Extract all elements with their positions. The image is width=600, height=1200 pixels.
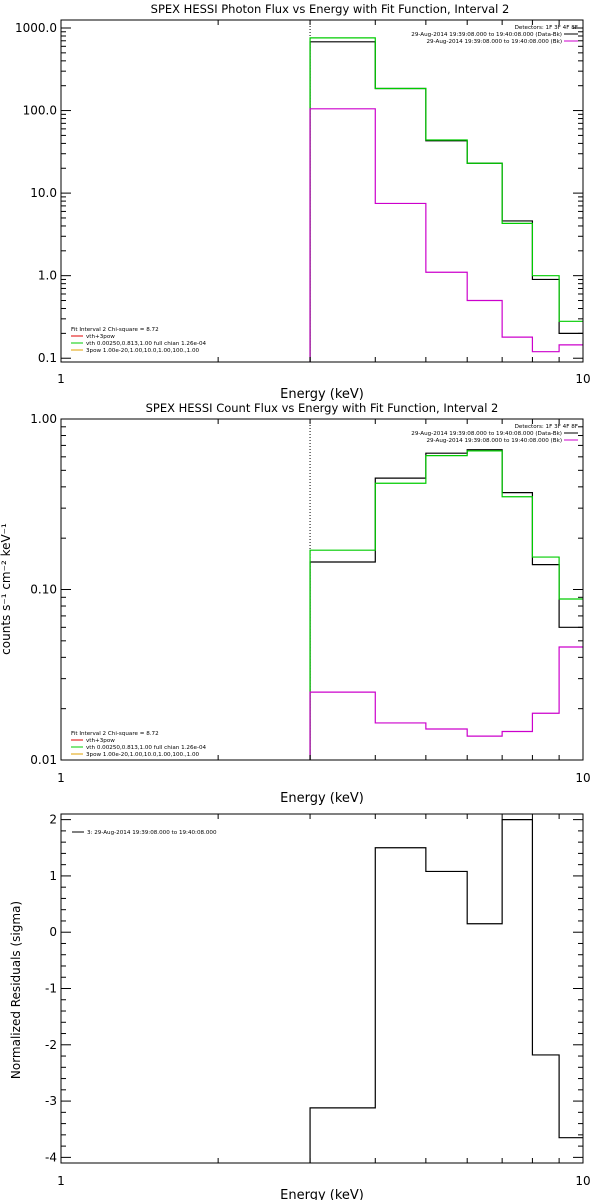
panel2-series-green bbox=[309, 450, 583, 760]
panel3-legend: 3: 29-Aug-2014 19:39:08.000 to 19:40:08.… bbox=[72, 830, 217, 836]
panel3-frame bbox=[60, 813, 584, 1164]
panel3-ytick-label: 0 bbox=[49, 925, 57, 939]
panel3-xlabel: Energy (keV) bbox=[280, 1188, 364, 1200]
panel2-ticks: 0.01 0.10 1.00 bbox=[30, 412, 584, 767]
panel1-xlabel: Energy (keV) bbox=[280, 387, 364, 402]
panel1-xtick-1: 1 bbox=[57, 372, 65, 386]
panel2-ytick-label: 0.10 bbox=[30, 583, 57, 597]
panel2-series-magenta bbox=[309, 646, 583, 760]
panel3-xtick-1: 1 bbox=[57, 1174, 65, 1188]
panel2-legend-right: Detectors: 1F 3F 4F 8F 29-Aug-2014 19:39… bbox=[411, 424, 578, 444]
panel3-series-black bbox=[309, 819, 583, 1163]
panel1-ticks: 0.1 1.0 10.0 100.0 1000.0 bbox=[15, 20, 584, 365]
panel2-title: SPEX HESSI Count Flux vs Energy with Fit… bbox=[146, 401, 499, 415]
panel1-frame bbox=[60, 19, 584, 363]
panel2-data-layer bbox=[309, 419, 583, 760]
panel2-fit-item-2: vth 0.00250,0.813,1.00 full chian 1.26e-… bbox=[86, 745, 207, 751]
panel2-fit-item-1: vth+3pow bbox=[86, 738, 115, 744]
panel2-ytick-label: 0.01 bbox=[30, 753, 57, 767]
residuals-panel: -4 -3 -2 -1 0 1 2 1 10 Energy (keV) Normalized… bbox=[9, 813, 591, 1200]
panel3-ylabel: Normalized Residuals (sigma) bbox=[9, 901, 23, 1079]
panel2-xlabel: Energy (keV) bbox=[280, 791, 364, 806]
panel2-xtick-1: 1 bbox=[57, 771, 65, 785]
panel2-legend-left: Fit Interval 2 Chi-square = 8.72 vth+3po… bbox=[71, 731, 207, 758]
panel3-data-layer bbox=[309, 819, 583, 1163]
panel3-ticks: -4 -3 -2 -1 0 1 2 bbox=[45, 813, 584, 1164]
panel3-ytick-label: -1 bbox=[45, 982, 57, 996]
panel3-ytick-label: -3 bbox=[45, 1094, 57, 1108]
panel3-xtick-10: 10 bbox=[575, 1174, 590, 1188]
panel1-legend-left: Fit Interval 2 Chi-square = 8.72 vth+3po… bbox=[71, 327, 207, 354]
panel2-legend-header: Detectors: 1F 3F 4F 8F bbox=[515, 424, 578, 430]
panel2-fit-item-3: 3pow 1.00e-20,1.00,10.0,1.00,100.,1.00 bbox=[86, 752, 200, 758]
panel1-fit-item-3: 3pow 1.00e-20,1.00,10.0,1.00,100.,1.00 bbox=[86, 348, 200, 354]
panel1-fit-item-2: vth 0.00250,0.813,1.00 full chian 1.26e-… bbox=[86, 341, 207, 347]
panel2-legend-item-data-bk: 29-Aug-2014 19:39:08.000 to 19:40:08.000… bbox=[411, 431, 562, 437]
panel1-legend-item-bk: 29-Aug-2014 19:39:08.000 to 19:40:08.000… bbox=[426, 39, 562, 45]
panel1-legend-header: Detectors: 1F 3F 4F 8F bbox=[515, 25, 578, 31]
panel2-legend-item-bk: 29-Aug-2014 19:39:08.000 to 19:40:08.000… bbox=[426, 438, 562, 444]
panel1-fit-header: Fit Interval 2 Chi-square = 8.72 bbox=[71, 327, 159, 333]
panel1-series-magenta bbox=[309, 108, 583, 362]
panel1-ytick-label: 10.0 bbox=[30, 186, 57, 200]
panel2-ytick-label: 1.00 bbox=[30, 412, 57, 426]
panel3-ytick-label: -4 bbox=[45, 1150, 57, 1164]
panel1-ytick-label: 100.0 bbox=[23, 104, 57, 118]
panel1-series-black bbox=[309, 41, 583, 362]
panel2-ylabel: counts s⁻¹ cm⁻² keV⁻¹ bbox=[0, 523, 13, 655]
panel1-series-green bbox=[309, 37, 583, 362]
panel1-ytick-label: 1.0 bbox=[38, 269, 57, 283]
panel2-frame bbox=[60, 418, 584, 761]
panel2-fit-header: Fit Interval 2 Chi-square = 8.72 bbox=[71, 731, 159, 737]
panel2-xtick-10: 10 bbox=[575, 771, 590, 785]
panel1-legend-item-data-bk: 29-Aug-2014 19:39:08.000 to 19:40:08.000… bbox=[411, 32, 562, 38]
panel3-legend-item: 3: 29-Aug-2014 19:39:08.000 to 19:40:08.… bbox=[87, 830, 217, 836]
panel1-data-layer bbox=[309, 20, 583, 362]
panel1-xtick-10: 10 bbox=[575, 372, 590, 386]
panel1-title: SPEX HESSI Photon Flux vs Energy with Fi… bbox=[151, 2, 510, 16]
count-flux-panel: SPEX HESSI Count Flux vs Energy with Fit… bbox=[0, 401, 591, 806]
photon-flux-panel: SPEX HESSI Photon Flux vs Energy with Fi… bbox=[15, 2, 591, 402]
panel3-ytick-label: 2 bbox=[49, 813, 57, 827]
panel3-ytick-label: 1 bbox=[49, 869, 57, 883]
panel3-ytick-label: -2 bbox=[45, 1038, 57, 1052]
panel1-legend-right: Detectors: 1F 3F 4F 8F 29-Aug-2014 19:39… bbox=[411, 25, 578, 45]
panel1-fit-item-1: vth+3pow bbox=[86, 334, 115, 340]
panel1-ytick-label: 0.1 bbox=[38, 351, 57, 365]
panel1-ytick-label: 1000.0 bbox=[15, 21, 57, 35]
